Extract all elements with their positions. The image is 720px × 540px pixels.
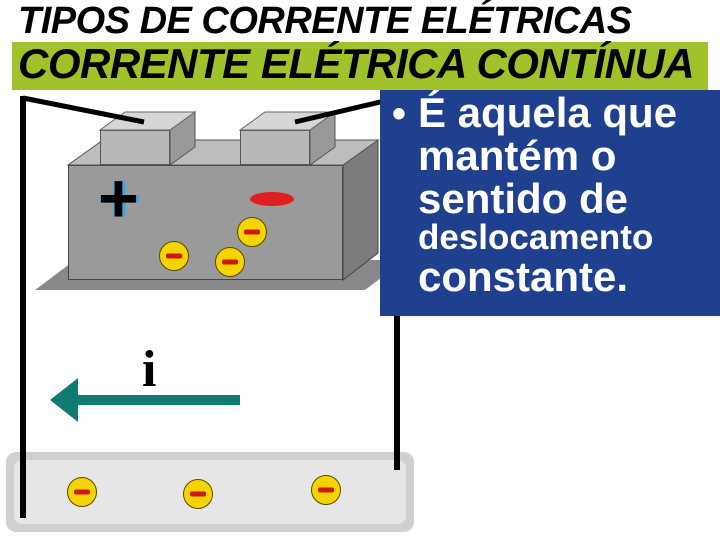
definition-line: mantém o: [418, 135, 677, 178]
slide-stage: +iTIPOS DE CORRENTE ELÉTRICASCORRENTE EL…: [0, 0, 720, 540]
current-label: i: [142, 340, 156, 399]
title-main: TIPOS DE CORRENTE ELÉTRICAS: [18, 0, 632, 43]
definition-line: sentido de: [418, 178, 677, 221]
current-arrow-head: [50, 378, 78, 422]
definition-line: constante.: [418, 256, 677, 299]
definition-line: deslocamento: [418, 220, 677, 256]
definition-line: É aquela que: [418, 92, 677, 135]
definition-bullet: •: [392, 92, 406, 137]
subtitle-text: CORRENTE ELÉTRICA CONTÍNUA: [18, 40, 694, 88]
definition-text: É aquela quemantém osentido dedeslocamen…: [418, 92, 677, 299]
